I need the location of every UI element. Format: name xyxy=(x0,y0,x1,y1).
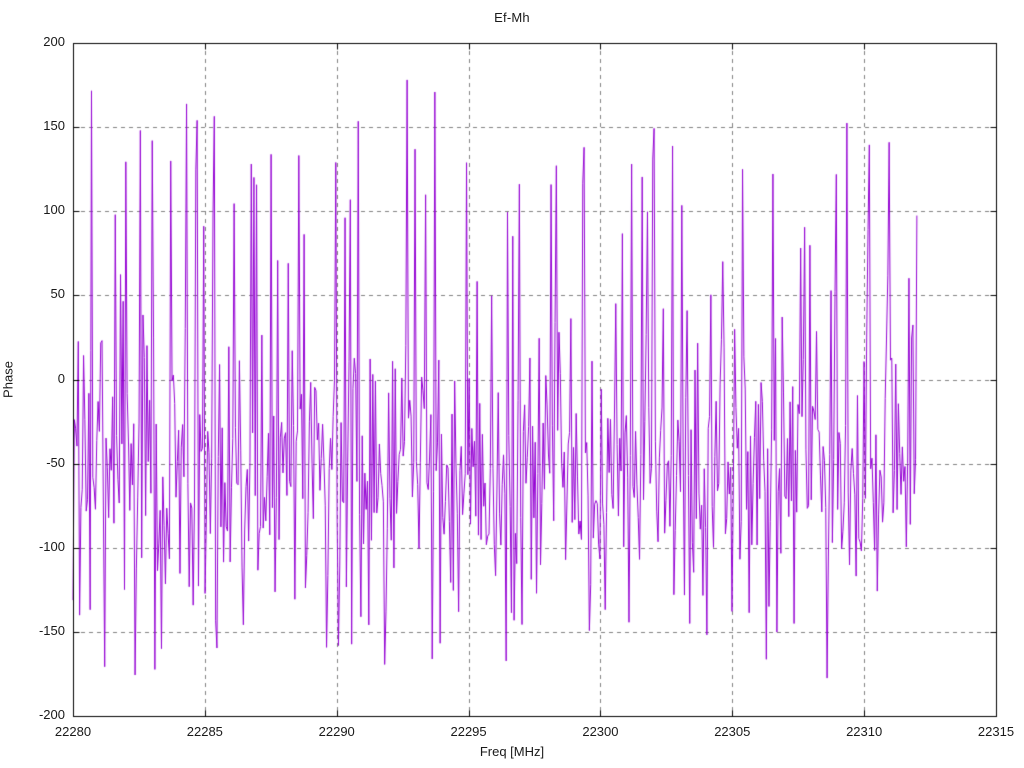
y-tick-label: 50 xyxy=(50,286,65,302)
x-tick-label: 22310 xyxy=(846,724,883,739)
x-tick-label: 22300 xyxy=(582,724,619,739)
x-tick-label: 22290 xyxy=(318,724,355,739)
x-axis-label: Freq [MHz] xyxy=(479,744,545,759)
x-tick-label: 22285 xyxy=(186,724,223,739)
x-tick-label: 22315 xyxy=(977,724,1015,739)
x-tick-label: 22280 xyxy=(54,724,92,739)
y-tick-label: -200 xyxy=(38,707,65,722)
y-tick-label: -100 xyxy=(38,538,65,554)
y-tick-label: 200 xyxy=(43,34,65,49)
y-tick-label: 0 xyxy=(57,370,65,386)
y-tick-label: -150 xyxy=(38,622,65,638)
y-tick-label: 100 xyxy=(43,202,65,218)
x-tick-label: 22295 xyxy=(450,724,487,739)
x-tick-label: 22305 xyxy=(714,724,751,739)
y-tick-label: 150 xyxy=(43,118,65,134)
y-tick-label: -50 xyxy=(46,454,65,470)
